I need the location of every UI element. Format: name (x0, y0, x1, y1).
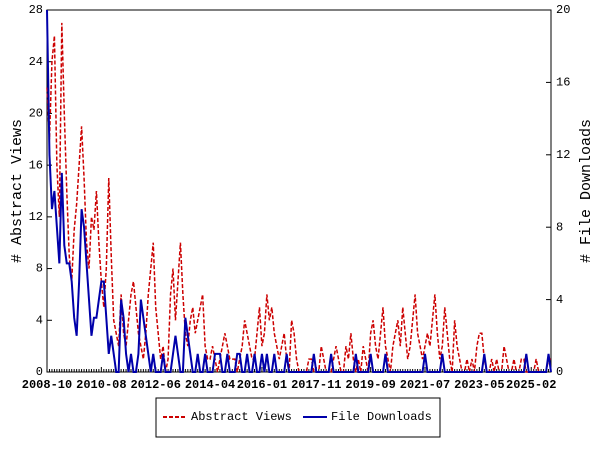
x-tick-label: 2008-10 (22, 378, 72, 392)
x-tick-label: 2019-09 (345, 378, 395, 392)
x-tick-label: 2017-11 (291, 378, 341, 392)
y-tick-label: 20 (29, 107, 43, 121)
y-tick-label: 4 (36, 313, 43, 327)
y2-tick-label: 16 (556, 76, 570, 90)
x-tick-label: 2012-06 (130, 378, 180, 392)
x-tick-label: 2014-04 (185, 378, 235, 392)
series-line (46, 22, 551, 373)
y-axis-label: # Abstract Views (9, 119, 26, 263)
x-tick-label: 2021-07 (400, 378, 450, 392)
y2-tick-label: 4 (556, 293, 563, 307)
y2-tick-label: 8 (556, 220, 563, 234)
legend (155, 397, 441, 438)
y-tick-label: 12 (29, 210, 43, 224)
x-tick-label: 2010-08 (76, 378, 126, 392)
legend-label: Abstract Views (191, 410, 292, 424)
y2-axis-label: # File Downloads (578, 119, 595, 263)
y2-tick-label: 0 (556, 365, 563, 379)
series-line (46, 9, 552, 373)
y2-tick-label: 20 (556, 3, 570, 17)
y2-tick-label: 12 (556, 148, 570, 162)
y-tick-label: 28 (29, 3, 43, 17)
y-tick-label: 8 (36, 262, 43, 276)
x-tick-label: 2016-01 (237, 378, 287, 392)
x-tick-label: 2023-05 (454, 378, 504, 392)
y-tick-label: 0 (36, 365, 43, 379)
legend-label: File Downloads (331, 410, 432, 424)
y-tick-label: 24 (29, 55, 43, 69)
y-tick-label: 16 (29, 158, 43, 172)
x-tick-label: 2025-02 (506, 378, 556, 392)
